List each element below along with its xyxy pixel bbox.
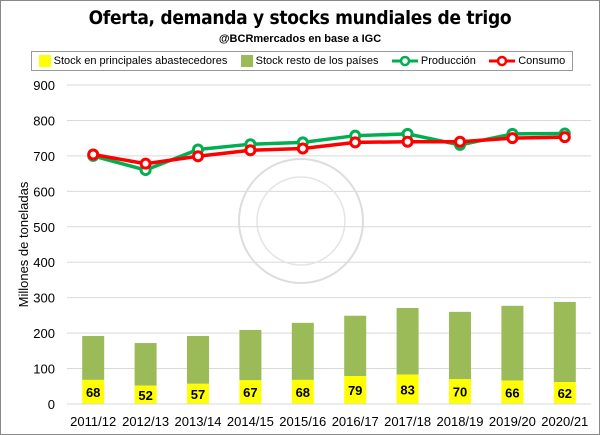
- x-tick-label: 2018/19: [437, 414, 484, 429]
- data-label: 68: [86, 385, 100, 400]
- data-label: 70: [453, 385, 467, 400]
- x-tick-label: 2011/12: [70, 414, 116, 429]
- legend-label: Stock en principales abastecedores: [53, 55, 228, 67]
- point-consumo: [192, 150, 204, 163]
- legend: Stock en principales abastecedores Stock…: [31, 51, 573, 71]
- bar-stock-abastecedores: [449, 379, 471, 404]
- legend-item-produccion: Producción: [391, 55, 476, 67]
- point-consumo: [506, 132, 519, 145]
- point-consumo: [244, 144, 257, 157]
- x-tick-label: 2017/18: [384, 414, 431, 429]
- data-label: 68: [296, 385, 310, 400]
- legend-swatch: [38, 55, 51, 67]
- bar-stock-abastecedores: [187, 383, 209, 404]
- bar-stock-abastecedores: [134, 385, 157, 404]
- point-consumo: [349, 136, 362, 149]
- legend-label: Stock resto de los países: [255, 55, 379, 67]
- bar-stock-resto: [396, 307, 419, 375]
- legend-swatch: [240, 55, 253, 67]
- data-label: 83: [400, 382, 414, 397]
- data-label: 66: [505, 385, 519, 400]
- legend-line-marker: [391, 55, 418, 67]
- bar-stock-resto: [291, 322, 314, 380]
- data-label: 79: [348, 383, 362, 398]
- legend-item-stock-abastecedores: Stock en principales abastecedores: [38, 55, 228, 67]
- legend-line-marker: [489, 55, 516, 67]
- bar-stock-abastecedores: [291, 379, 314, 404]
- y-axis-label: Millones de toneladas: [16, 181, 31, 307]
- x-tick-label: 2016/17: [332, 414, 379, 429]
- point-consumo: [401, 135, 414, 148]
- y-tick-label: 200: [33, 326, 55, 341]
- y-tick-label: 100: [33, 362, 55, 377]
- legend-item-stock-resto: Stock resto de los países: [240, 55, 379, 67]
- watermark-seal-inner: [256, 176, 346, 266]
- bar-stock-resto: [82, 335, 105, 380]
- line-consumo: [92, 135, 565, 166]
- bar-stock-resto: [239, 329, 262, 381]
- x-tick-label: 2015/16: [279, 414, 326, 429]
- y-tick-label: 600: [33, 184, 55, 199]
- bar-stock-resto: [501, 305, 524, 381]
- bar-stock-resto: [134, 343, 157, 386]
- y-tick-label: 900: [33, 78, 55, 93]
- y-tick-label: 0: [48, 397, 55, 412]
- point-consumo: [296, 142, 309, 155]
- bar-stock-abastecedores: [239, 380, 262, 404]
- bar-stock-resto: [344, 315, 367, 376]
- y-tick-label: 400: [33, 255, 55, 270]
- bar-stock-abastecedores: [344, 375, 367, 404]
- bar-stock-abastecedores: [553, 382, 576, 404]
- x-tick-label: 2013/14: [175, 414, 222, 429]
- legend-label: Consumo: [518, 55, 566, 67]
- bar-stock-abastecedores: [501, 380, 524, 404]
- y-tick-label: 300: [33, 291, 55, 306]
- point-consumo: [558, 131, 571, 144]
- bar-stock-resto: [449, 311, 471, 380]
- point-consumo: [87, 148, 100, 161]
- bar-stock-resto: [553, 301, 576, 383]
- legend-item-consumo: Consumo: [489, 55, 565, 67]
- x-tick-label: 2020/21: [541, 414, 588, 429]
- bar-stock-resto: [187, 335, 209, 384]
- watermark-seal: [238, 158, 364, 284]
- bar-stock-abastecedores: [82, 379, 105, 404]
- y-tick-label: 500: [33, 220, 55, 235]
- chart-title: Oferta, demanda y stocks mundiales de tr…: [88, 7, 512, 29]
- chart-subtitle: @BCRmercados en base a IGC: [218, 33, 382, 45]
- y-tick-label: 800: [33, 113, 55, 128]
- point-consumo: [139, 157, 152, 170]
- x-tick-label: 2019/20: [489, 414, 536, 429]
- legend-label: Producción: [420, 55, 476, 67]
- point-consumo: [454, 135, 466, 148]
- x-tick-label: 2012/13: [122, 414, 169, 429]
- data-label: 57: [191, 387, 205, 402]
- y-tick-label: 700: [33, 149, 55, 164]
- x-tick-label: 2014/15: [227, 414, 274, 429]
- data-label: 52: [138, 388, 152, 403]
- data-label: 62: [558, 386, 572, 401]
- data-label: 67: [243, 385, 257, 400]
- bar-stock-abastecedores: [396, 374, 419, 404]
